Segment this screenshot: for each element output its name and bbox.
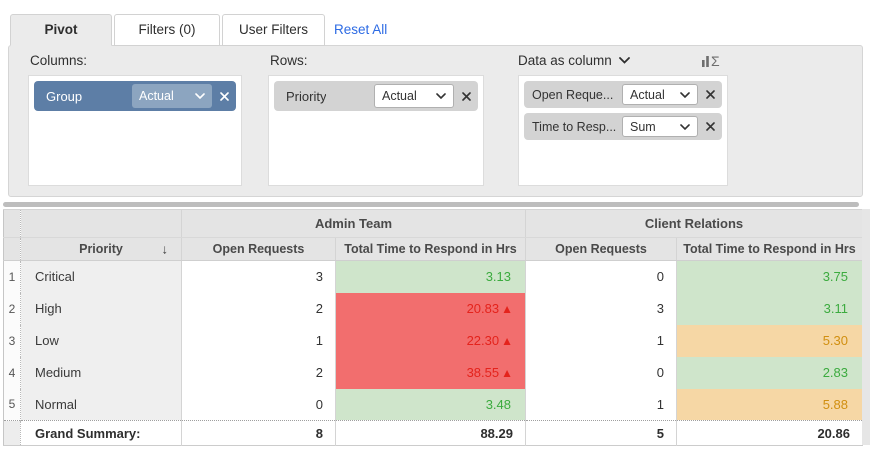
field-pill-open-requests[interactable]: Open Reque... Actual <box>524 81 722 108</box>
tab-pivot[interactable]: Pivot <box>10 14 112 46</box>
summary-value: 20.86 <box>676 420 863 446</box>
value-cell[interactable]: 3.75 <box>676 260 863 293</box>
table-row: 4 Medium 2 38.55 ▲ 0 2.83 <box>3 356 863 389</box>
value-cell[interactable]: 3 <box>525 292 677 325</box>
priority-cell[interactable]: Medium <box>20 356 182 389</box>
row-number: 1 <box>3 260 21 293</box>
value-cell[interactable]: 0 <box>181 388 336 421</box>
summary-value: 88.29 <box>335 420 526 446</box>
value-cell[interactable]: 20.83 ▲ <box>335 292 526 325</box>
alert-up-icon: ▲ <box>501 366 513 380</box>
field-pill-group[interactable]: Group Actual <box>34 81 236 111</box>
chevron-down-icon <box>436 93 446 99</box>
aggregation-select[interactable]: Sum <box>622 116 698 137</box>
summary-sigma-icon[interactable]: Σ <box>700 50 726 72</box>
table-row: 5 Normal 0 3.48 1 5.88 <box>3 388 863 421</box>
row-header-priority[interactable]: Priority ↓ <box>20 237 182 261</box>
vertical-scrollbar[interactable] <box>862 209 870 445</box>
tab-user-filters[interactable]: User Filters <box>222 14 325 46</box>
value-cell[interactable]: 3.13 <box>335 260 526 293</box>
value-cell[interactable]: 2 <box>181 356 336 389</box>
field-name: Time to Resp... <box>532 119 617 134</box>
aggregation-select[interactable]: Actual <box>374 84 454 108</box>
table-row: 2 High 2 20.83 ▲ 3 3.11 <box>3 292 863 325</box>
column-header[interactable]: Open Requests <box>525 237 677 261</box>
columns-dropzone[interactable]: Group Actual <box>28 75 242 186</box>
value-cell[interactable]: 1 <box>525 324 677 357</box>
priority-cell[interactable]: High <box>20 292 182 325</box>
priority-cell[interactable]: Low <box>20 324 182 357</box>
data-as-column-dropdown[interactable]: Data as column <box>518 53 630 68</box>
data-as-column-label: Data as column <box>518 53 612 68</box>
value-cell[interactable]: 3.48 <box>335 388 526 421</box>
summary-value: 5 <box>525 420 677 446</box>
rows-label: Rows: <box>270 53 308 68</box>
chevron-down-icon <box>680 123 690 130</box>
summary-value: 8 <box>181 420 336 446</box>
row-number: 5 <box>3 388 21 421</box>
chevron-down-icon <box>618 57 630 64</box>
row-number: 2 <box>3 292 21 325</box>
field-name: Group <box>46 88 83 104</box>
row-number <box>3 420 21 446</box>
value-cell[interactable]: 0 <box>525 356 677 389</box>
value-cell[interactable]: 3.11 <box>676 292 863 325</box>
tab-filters[interactable]: Filters (0) <box>114 14 220 46</box>
alert-up-icon: ▲ <box>501 334 513 348</box>
corner-cell <box>3 237 21 261</box>
value-cell[interactable]: 1 <box>525 388 677 421</box>
priority-cell[interactable]: Critical <box>20 260 182 293</box>
alert-up-icon: ▲ <box>501 302 513 316</box>
value-cell[interactable]: 22.30 ▲ <box>335 324 526 357</box>
chevron-down-icon <box>680 91 690 98</box>
corner-cell <box>3 209 21 238</box>
field-pill-time-to-respond[interactable]: Time to Resp... Sum <box>524 113 722 140</box>
group-header-admin-team: Admin Team <box>181 209 526 238</box>
close-icon[interactable] <box>698 122 722 131</box>
value-cell[interactable]: 38.55 ▲ <box>335 356 526 389</box>
sort-descending-icon[interactable]: ↓ <box>161 241 169 257</box>
pivot-table: Admin Team Client Relations Priority ↓ O… <box>3 209 863 446</box>
field-pill-priority[interactable]: Priority Actual <box>274 81 478 111</box>
aggregation-select[interactable]: Actual <box>622 84 698 105</box>
row-number: 4 <box>3 356 21 389</box>
table-row: 3 Low 1 22.30 ▲ 1 5.30 <box>3 324 863 357</box>
close-icon[interactable] <box>212 91 236 101</box>
value-cell[interactable]: 5.30 <box>676 324 863 357</box>
grand-summary-row: Grand Summary: 8 88.29 5 20.86 <box>3 420 863 446</box>
value-cell[interactable]: 2.83 <box>676 356 863 389</box>
priority-cell[interactable]: Normal <box>20 388 182 421</box>
row-number: 3 <box>3 324 21 357</box>
field-name: Priority <box>286 88 327 104</box>
data-dropzone[interactable]: Open Reque... Actual Time to Resp... Sum <box>518 75 728 186</box>
column-header[interactable]: Total Time to Respond in Hrs <box>335 237 526 261</box>
value-cell[interactable]: 1 <box>181 324 336 357</box>
columns-label: Columns: <box>30 53 88 68</box>
column-header[interactable]: Open Requests <box>181 237 336 261</box>
value-cell[interactable]: 2 <box>181 292 336 325</box>
rows-dropzone[interactable]: Priority Actual <box>268 75 484 186</box>
column-header[interactable]: Total Time to Respond in Hrs <box>676 237 863 261</box>
value-cell[interactable]: 5.88 <box>676 388 863 421</box>
group-header-client-relations: Client Relations <box>525 209 863 238</box>
close-icon[interactable] <box>454 91 478 101</box>
reset-all-link[interactable]: Reset All <box>334 22 388 37</box>
chevron-down-icon <box>195 93 205 99</box>
svg-text:Σ: Σ <box>711 53 720 69</box>
table-row: 1 Critical 3 3.13 0 3.75 <box>3 260 863 293</box>
horizontal-scrollbar[interactable] <box>3 202 859 207</box>
value-cell[interactable]: 3 <box>181 260 336 293</box>
aggregation-select[interactable]: Actual <box>132 84 212 108</box>
value-cell[interactable]: 0 <box>525 260 677 293</box>
field-name: Open Reque... <box>532 87 614 102</box>
corner-cell <box>20 209 182 238</box>
grand-summary-label: Grand Summary: <box>20 420 182 446</box>
close-icon[interactable] <box>698 90 722 99</box>
